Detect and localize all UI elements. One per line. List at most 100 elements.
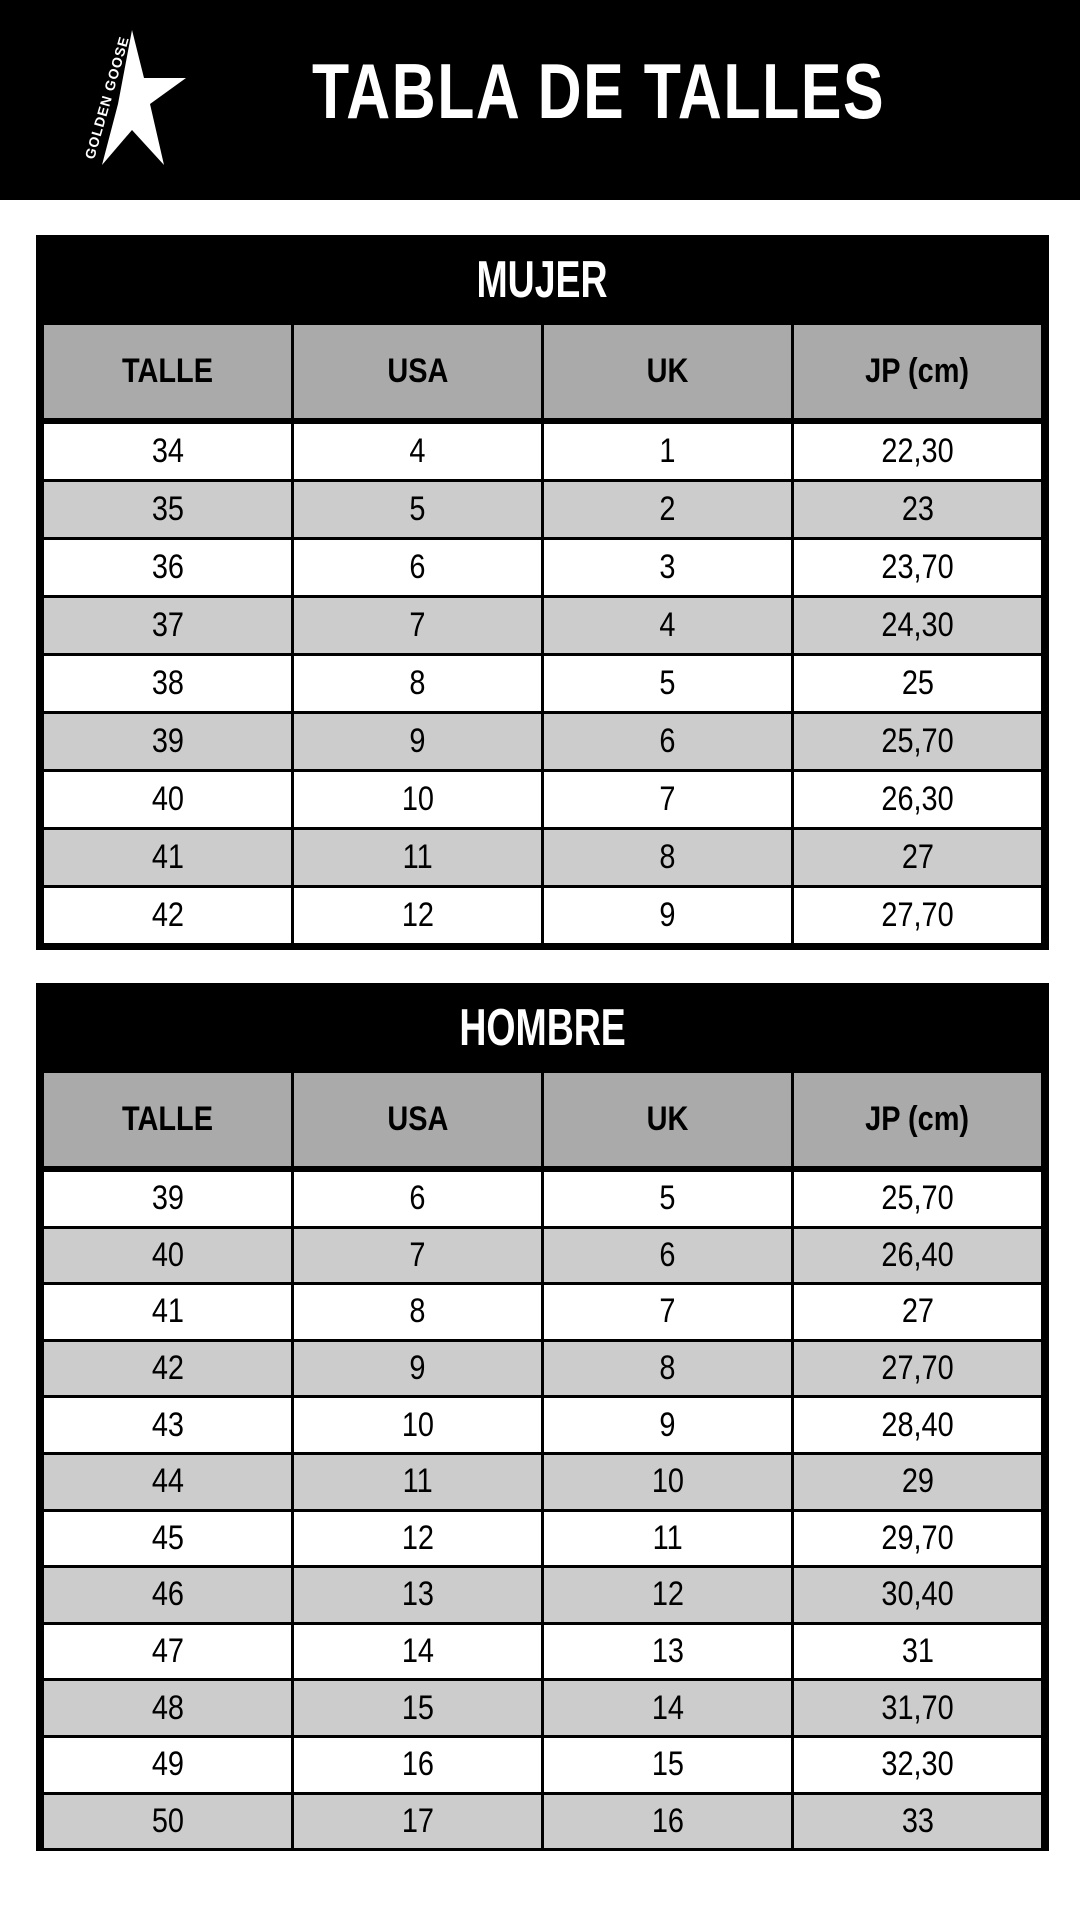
table-cell: 39 bbox=[44, 714, 291, 769]
table-cell: 6 bbox=[294, 540, 541, 595]
table-cell: 2 bbox=[544, 482, 791, 537]
table-cell: 37 bbox=[44, 598, 291, 653]
table-cell: 13 bbox=[294, 1568, 541, 1622]
table-cell: 8 bbox=[294, 1285, 541, 1339]
table-cell: 10 bbox=[294, 1398, 541, 1452]
table-cell: 25,70 bbox=[794, 714, 1041, 769]
table-cell: 46 bbox=[44, 1568, 291, 1622]
table-cell: 8 bbox=[544, 830, 791, 885]
table-cell: 5 bbox=[544, 656, 791, 711]
table-cell: 36 bbox=[44, 540, 291, 595]
table-cell: 9 bbox=[294, 714, 541, 769]
table-cell: 31 bbox=[794, 1624, 1041, 1679]
table-cell: 8 bbox=[294, 656, 541, 711]
table-cell: 6 bbox=[544, 714, 791, 769]
table-cell: 11 bbox=[294, 1454, 541, 1509]
table-cell: 42 bbox=[44, 888, 291, 943]
table-cell: 38 bbox=[44, 656, 291, 711]
table-cell: 33 bbox=[794, 1794, 1041, 1849]
table-cell: 5 bbox=[294, 482, 541, 537]
table-cell: 34 bbox=[44, 424, 291, 479]
table-cell: 14 bbox=[544, 1681, 791, 1735]
table-cell: 16 bbox=[544, 1794, 791, 1849]
table-cell: 23,70 bbox=[794, 540, 1041, 595]
table-title: HOMBRE bbox=[459, 999, 626, 1057]
table-cell: 4 bbox=[294, 424, 541, 479]
star-icon bbox=[102, 30, 186, 165]
size-table-mujer: MUJER TALLE USA UK JP (cm) 34 4 1 22,30 35 5 2 23 36… bbox=[36, 235, 1049, 950]
table-cell: 10 bbox=[544, 1454, 791, 1509]
table-cell: 16 bbox=[294, 1737, 541, 1792]
table-cell: 15 bbox=[294, 1681, 541, 1735]
table-cell: 39 bbox=[44, 1172, 291, 1226]
table-cell: 26,40 bbox=[794, 1228, 1041, 1283]
table-cell: 7 bbox=[544, 772, 791, 827]
table-cell: 6 bbox=[294, 1172, 541, 1226]
table-cell: 11 bbox=[544, 1511, 791, 1566]
page-header: GOLDEN GOOSE TABLA DE TALLES bbox=[0, 0, 1080, 200]
header-divider bbox=[44, 418, 1041, 421]
table-cell: 27 bbox=[794, 1285, 1041, 1339]
table-cell: 7 bbox=[294, 598, 541, 653]
page-title: TABLA DE TALLES bbox=[312, 47, 886, 135]
table-cell: 7 bbox=[294, 1228, 541, 1283]
table-cell: 11 bbox=[294, 830, 541, 885]
table-cell: 43 bbox=[44, 1398, 291, 1452]
table-cell: 29 bbox=[794, 1454, 1041, 1509]
table-cell: 9 bbox=[544, 888, 791, 943]
table-title: MUJER bbox=[476, 251, 609, 309]
table-cell: 9 bbox=[544, 1398, 791, 1452]
table-cell: 13 bbox=[544, 1624, 791, 1679]
table-cell: 25,70 bbox=[794, 1172, 1041, 1226]
table-cell: 41 bbox=[44, 1285, 291, 1339]
table-cell: 12 bbox=[294, 888, 541, 943]
table-cell: 10 bbox=[294, 772, 541, 827]
table-cell: 5 bbox=[544, 1172, 791, 1226]
table-cell: 40 bbox=[44, 772, 291, 827]
table-cell: 24,30 bbox=[794, 598, 1041, 653]
table-cell: 48 bbox=[44, 1681, 291, 1735]
table-cell: 32,30 bbox=[794, 1737, 1041, 1792]
table-cell: 40 bbox=[44, 1228, 291, 1283]
column-header: TALLE bbox=[44, 325, 291, 418]
table-cell: 27 bbox=[794, 830, 1041, 885]
table-cell: 15 bbox=[544, 1737, 791, 1792]
column-header: TALLE bbox=[44, 1073, 291, 1166]
column-header: UK bbox=[544, 325, 791, 418]
table-cell: 6 bbox=[544, 1228, 791, 1283]
table-cell: 45 bbox=[44, 1511, 291, 1566]
table-cell: 4 bbox=[544, 598, 791, 653]
table-cell: 7 bbox=[544, 1285, 791, 1339]
table-cell: 30,40 bbox=[794, 1568, 1041, 1622]
table-cell: 14 bbox=[294, 1624, 541, 1679]
table-cell: 31,70 bbox=[794, 1681, 1041, 1735]
table-cell: 47 bbox=[44, 1624, 291, 1679]
table-cell: 9 bbox=[294, 1341, 541, 1396]
table-cell: 29,70 bbox=[794, 1511, 1041, 1566]
table-cell: 1 bbox=[544, 424, 791, 479]
table-cell: 22,30 bbox=[794, 424, 1041, 479]
size-table-hombre: HOMBRE TALLE USA UK JP (cm) 39 6 5 25,70 40 7 6 26,… bbox=[36, 983, 1049, 1851]
column-header: USA bbox=[294, 1073, 541, 1166]
table-cell: 3 bbox=[544, 540, 791, 595]
table-cell: 44 bbox=[44, 1454, 291, 1509]
table-cell: 35 bbox=[44, 482, 291, 537]
table-cell: 27,70 bbox=[794, 888, 1041, 943]
column-header: JP (cm) bbox=[794, 325, 1041, 418]
table-cell: 23 bbox=[794, 482, 1041, 537]
header-divider bbox=[44, 1166, 1041, 1169]
table-grid: TALLE USA UK JP (cm) 34 4 1 22,30 35 5 2 23 36 6 3 23,7… bbox=[44, 325, 1041, 943]
table-cell: 26,30 bbox=[794, 772, 1041, 827]
column-header: USA bbox=[294, 325, 541, 418]
table-cell: 12 bbox=[294, 1511, 541, 1566]
table-cell: 17 bbox=[294, 1794, 541, 1849]
column-header: UK bbox=[544, 1073, 791, 1166]
column-header: JP (cm) bbox=[794, 1073, 1041, 1166]
table-cell: 50 bbox=[44, 1794, 291, 1849]
table-cell: 12 bbox=[544, 1568, 791, 1622]
table-cell: 42 bbox=[44, 1341, 291, 1396]
table-cell: 49 bbox=[44, 1737, 291, 1792]
table-cell: 28,40 bbox=[794, 1398, 1041, 1452]
golden-goose-star-logo: GOLDEN GOOSE bbox=[82, 30, 186, 165]
table-cell: 25 bbox=[794, 656, 1041, 711]
